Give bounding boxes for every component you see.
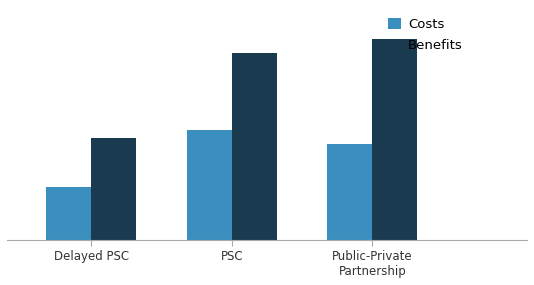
Bar [91, 138, 136, 240]
Bar [372, 39, 418, 240]
Legend: Costs, Benefits: Costs, Benefits [388, 18, 462, 52]
Bar [232, 54, 277, 240]
Bar [187, 130, 232, 240]
Bar [46, 187, 91, 240]
Bar [327, 144, 372, 240]
